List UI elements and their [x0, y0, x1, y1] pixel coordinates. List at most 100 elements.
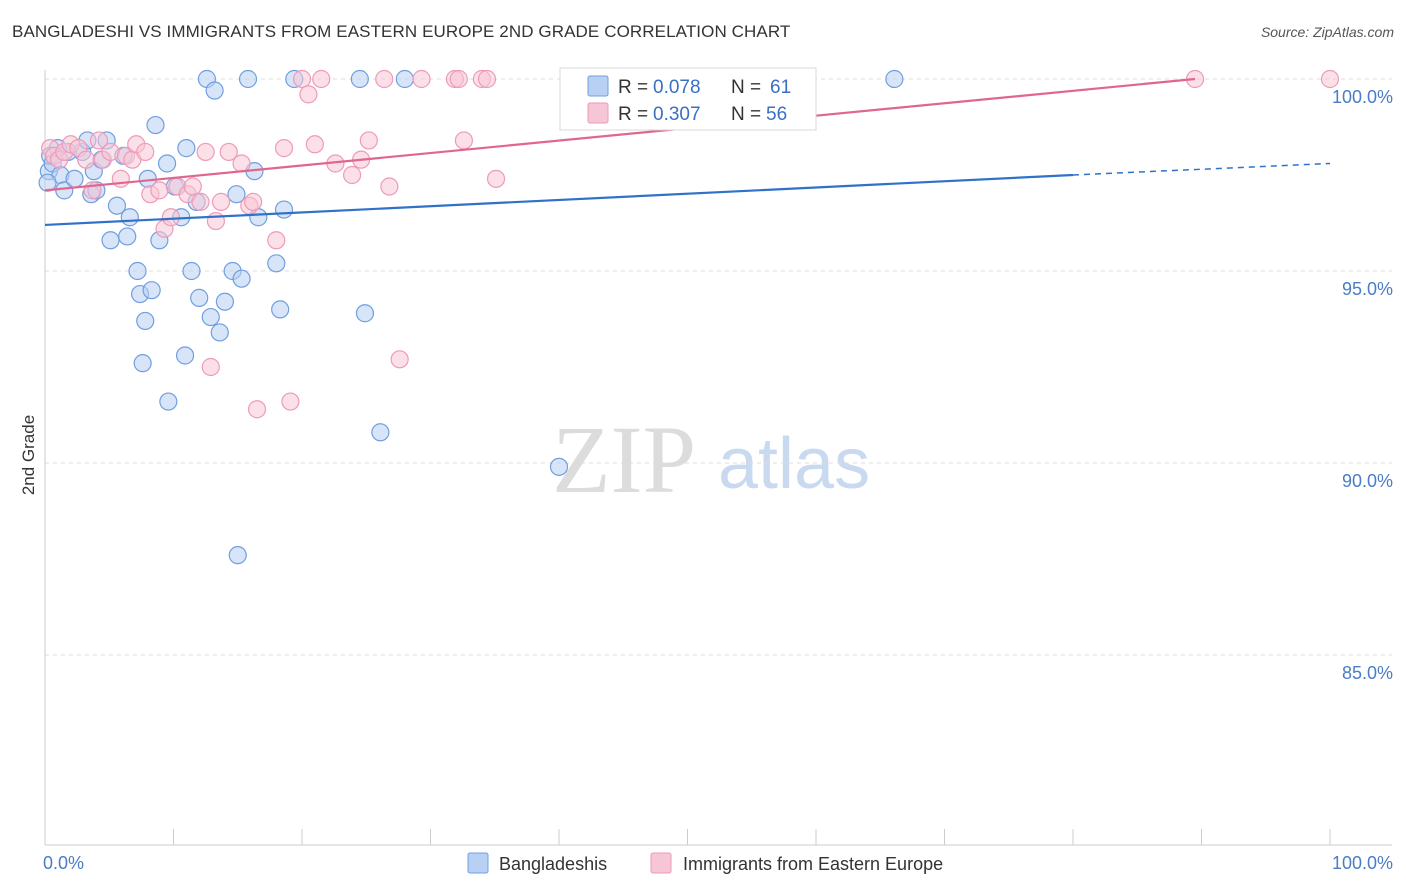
data-point-1-8: [89, 131, 109, 150]
data-point-0-15: [107, 196, 127, 215]
data-point-0-21: [136, 311, 155, 331]
y-tick-labels: 100.0% 95.0% 90.0% 85.0%: [1332, 87, 1393, 683]
y-axis-label: 2nd Grade: [19, 415, 38, 495]
data-point-0-57: [885, 69, 904, 89]
x-tick-label-1: 100.0%: [1332, 853, 1393, 873]
data-point-1-24: [196, 142, 215, 162]
data-point-0-18: [120, 208, 139, 227]
data-point-0-39: [215, 292, 234, 311]
data-point-1-28: [219, 142, 238, 162]
data-point-0-54: [395, 69, 414, 89]
data-point-0-43: [232, 269, 251, 288]
data-point-1-41: [343, 165, 362, 185]
data-point-0-48: [271, 300, 290, 319]
axes: [44, 70, 1392, 846]
y-tick-label-0: 100.0%: [1332, 87, 1393, 107]
data-point-1-26: [206, 211, 226, 231]
data-point-0-51: [350, 69, 369, 89]
legend-r-value-1: 0.307: [653, 104, 701, 125]
data-point-1-34: [274, 139, 294, 158]
data-point-1-55: [1320, 69, 1340, 89]
data-point-1-38: [305, 135, 324, 154]
data-point-0-14: [101, 231, 120, 250]
legend-swatch-bangladeshis: [587, 75, 609, 97]
legend-n-label-1: N =: [731, 104, 761, 125]
data-point-1-6: [77, 150, 96, 169]
data-point-0-47: [267, 254, 286, 273]
data-point-0-49: [274, 200, 294, 219]
data-point-1-25: [201, 357, 220, 377]
data-point-1-11: [111, 169, 130, 188]
legend-n-value-1: 56: [766, 104, 787, 125]
data-point-0-26: [157, 154, 177, 173]
trend-lines: [44, 77, 1331, 227]
data-point-1-17: [150, 181, 169, 200]
data-point-0-41: [227, 185, 246, 204]
data-point-0-6: [65, 169, 84, 188]
trend-line-1: [44, 77, 1196, 192]
y-tick-label-3: 85.0%: [1342, 663, 1393, 683]
bottom-legend-swatch-eastern-europe: [650, 852, 672, 874]
trend-line-0: [44, 173, 1074, 227]
data-point-1-45: [380, 177, 399, 196]
bottom-legend-swatch-bangladeshis: [467, 852, 489, 874]
data-point-0-32: [182, 261, 201, 281]
legend-n-value-0: 61: [770, 77, 791, 98]
data-point-0-52: [355, 304, 375, 323]
data-point-1-31: [244, 192, 263, 211]
data-point-1-53: [486, 169, 506, 188]
data-point-1-10: [101, 142, 120, 162]
data-point-0-36: [201, 307, 220, 327]
data-point-0-23: [142, 281, 161, 300]
data-point-0-55: [549, 457, 569, 476]
data-point-0-42: [228, 546, 247, 565]
legend-r-label-0: R =: [618, 77, 648, 98]
data-point-0-31: [177, 139, 196, 158]
data-point-1-29: [232, 154, 251, 173]
data-point-0-24: [146, 115, 165, 135]
y-tick-label-1: 95.0%: [1342, 279, 1393, 299]
legend-r-label-1: R =: [618, 104, 648, 125]
data-point-1-50: [454, 131, 474, 150]
chart-title: BANGLADESHI VS IMMIGRANTS FROM EASTERN E…: [12, 22, 791, 41]
y-tick-label-2: 90.0%: [1342, 471, 1393, 491]
legend-n-label-0: N =: [731, 77, 761, 98]
data-point-1-39: [312, 69, 331, 89]
data-point-0-37: [205, 81, 224, 100]
bottom-legend-label-eastern-europe: Immigrants from Eastern Europe: [683, 854, 943, 874]
data-point-0-34: [190, 288, 209, 307]
data-point-1-47: [412, 69, 431, 89]
data-point-1-22: [183, 177, 202, 196]
watermark-zip: ZIP: [552, 406, 696, 513]
data-point-0-27: [159, 392, 178, 411]
data-point-0-58: [133, 354, 152, 373]
data-point-1-43: [359, 131, 378, 150]
legend-r-value-0: 0.078: [653, 77, 701, 98]
data-point-0-30: [175, 346, 195, 365]
data-point-1-23: [191, 192, 210, 211]
data-point-1-19: [161, 208, 181, 227]
watermark-atlas: atlas: [718, 424, 870, 504]
data-point-1-33: [267, 231, 286, 250]
data-point-1-46: [390, 350, 409, 369]
data-point-0-19: [128, 261, 147, 281]
data-point-1-35: [281, 392, 300, 411]
data-point-0-53: [371, 423, 390, 442]
x-tick-label-0: 0.0%: [43, 853, 84, 873]
data-point-0-17: [118, 227, 137, 246]
bottom-legend-label-bangladeshis: Bangladeshis: [499, 854, 607, 874]
data-point-1-37: [299, 85, 318, 104]
legend-swatch-eastern-europe: [587, 102, 609, 124]
data-point-0-38: [210, 323, 229, 342]
watermark: ZIP atlas: [552, 406, 870, 513]
source-credit: Source: ZipAtlas.com: [1260, 24, 1394, 40]
data-point-1-49: [449, 69, 468, 89]
series-eastern-europe-points: [41, 69, 1340, 419]
data-point-1-44: [375, 69, 394, 89]
x-tick-labels: 0.0% 100.0%: [43, 853, 1393, 873]
data-point-1-36: [292, 69, 312, 89]
data-point-1-32: [247, 400, 267, 419]
trend-line-extension-0: [1072, 162, 1331, 176]
data-point-1-27: [211, 192, 231, 211]
